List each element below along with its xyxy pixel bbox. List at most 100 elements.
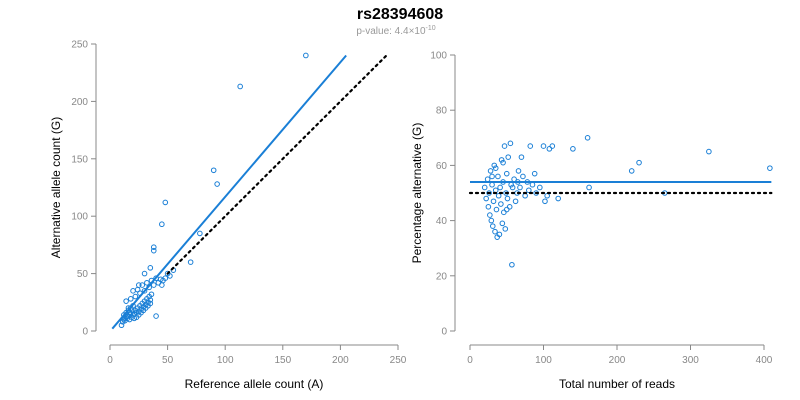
data-point (544, 192, 550, 199)
y-tick-label: 80 (436, 106, 448, 117)
data-point (147, 297, 154, 303)
data-point (509, 184, 516, 191)
data-point (549, 143, 556, 149)
data-point (499, 220, 506, 227)
data-point (527, 143, 534, 149)
data-point (537, 184, 543, 191)
data-point (555, 195, 562, 202)
data-point (546, 146, 553, 152)
data-point (237, 83, 243, 90)
data-point (767, 165, 773, 171)
data-point (488, 217, 495, 224)
data-point (504, 195, 511, 202)
data-point (150, 244, 157, 250)
data-point (141, 270, 148, 277)
data-point (706, 148, 712, 155)
data-point (520, 173, 526, 180)
data-point (127, 296, 134, 302)
data-point (489, 181, 495, 188)
data-point (147, 300, 154, 307)
data-point (495, 173, 501, 180)
x-tick-label: 0 (107, 355, 113, 366)
data-point (147, 265, 154, 271)
data-point (130, 288, 136, 294)
data-point (150, 282, 157, 288)
data-point (148, 291, 155, 298)
x-tick-label: 400 (756, 355, 773, 366)
data-point (144, 279, 150, 286)
data-point (503, 170, 510, 177)
data-point (506, 204, 513, 210)
reference-line (166, 54, 388, 275)
data-point (489, 173, 495, 180)
data-point (483, 195, 489, 202)
data-point (584, 135, 591, 141)
x-tick-label: 100 (535, 355, 552, 366)
data-point (492, 165, 499, 171)
data-point (542, 198, 548, 205)
y-tick-label: 20 (436, 271, 448, 282)
data-point (187, 259, 194, 265)
data-point (210, 167, 217, 174)
x-tick-label: 250 (390, 355, 407, 366)
data-point (492, 228, 498, 235)
x-axis-label: Reference allele count (A) (185, 377, 324, 391)
data-point (497, 184, 503, 191)
data-point (481, 184, 488, 191)
subtitle-exponent: -10 (426, 25, 436, 32)
data-point (153, 313, 159, 319)
data-point (139, 282, 146, 288)
data-point (501, 209, 507, 216)
x-tick-label: 200 (332, 355, 349, 366)
data-point (529, 181, 536, 188)
x-axis-label: Total number of reads (559, 377, 675, 391)
data-point (491, 162, 498, 169)
data-point (141, 288, 148, 294)
data-point (628, 168, 635, 174)
data-point (507, 140, 514, 147)
y-tick-label: 50 (77, 269, 89, 280)
data-point (540, 143, 547, 149)
data-point (509, 261, 515, 268)
data-point (487, 212, 493, 218)
data-point (153, 275, 159, 281)
chart-subtitle: p-value: 4.4×10-10 (356, 25, 435, 37)
y-tick-label: 150 (71, 154, 88, 165)
y-axis-label: Percentage alternative (G) (410, 123, 424, 264)
data-point (531, 170, 538, 177)
data-point (160, 277, 166, 284)
data-point (500, 159, 506, 166)
y-tick-label: 40 (436, 216, 448, 227)
data-point (150, 247, 157, 254)
data-point (501, 143, 508, 149)
data-point (518, 154, 525, 160)
data-point (484, 176, 491, 182)
data-point (167, 273, 173, 279)
data-point (134, 286, 141, 293)
data-point (503, 206, 510, 213)
fit-line (111, 54, 347, 330)
x-tick-label: 150 (274, 355, 291, 366)
data-point (570, 146, 576, 152)
data-point (505, 154, 512, 160)
data-point (526, 187, 532, 194)
data-point (489, 223, 496, 229)
x-tick-label: 300 (682, 355, 699, 366)
y-tick-label: 250 (71, 40, 88, 51)
data-point (586, 184, 592, 191)
x-tick-label: 50 (162, 355, 174, 366)
data-point (197, 230, 203, 237)
data-point (515, 168, 522, 174)
data-point (636, 159, 642, 166)
data-point (498, 201, 504, 207)
data-point (123, 298, 129, 304)
data-point (132, 293, 139, 300)
y-tick-label: 100 (430, 51, 447, 62)
data-point (492, 187, 499, 194)
chart-title: rs28394608 (357, 6, 443, 23)
data-point (490, 198, 497, 205)
data-point (495, 192, 502, 199)
y-tick-label: 0 (82, 327, 88, 338)
data-point (214, 181, 220, 187)
